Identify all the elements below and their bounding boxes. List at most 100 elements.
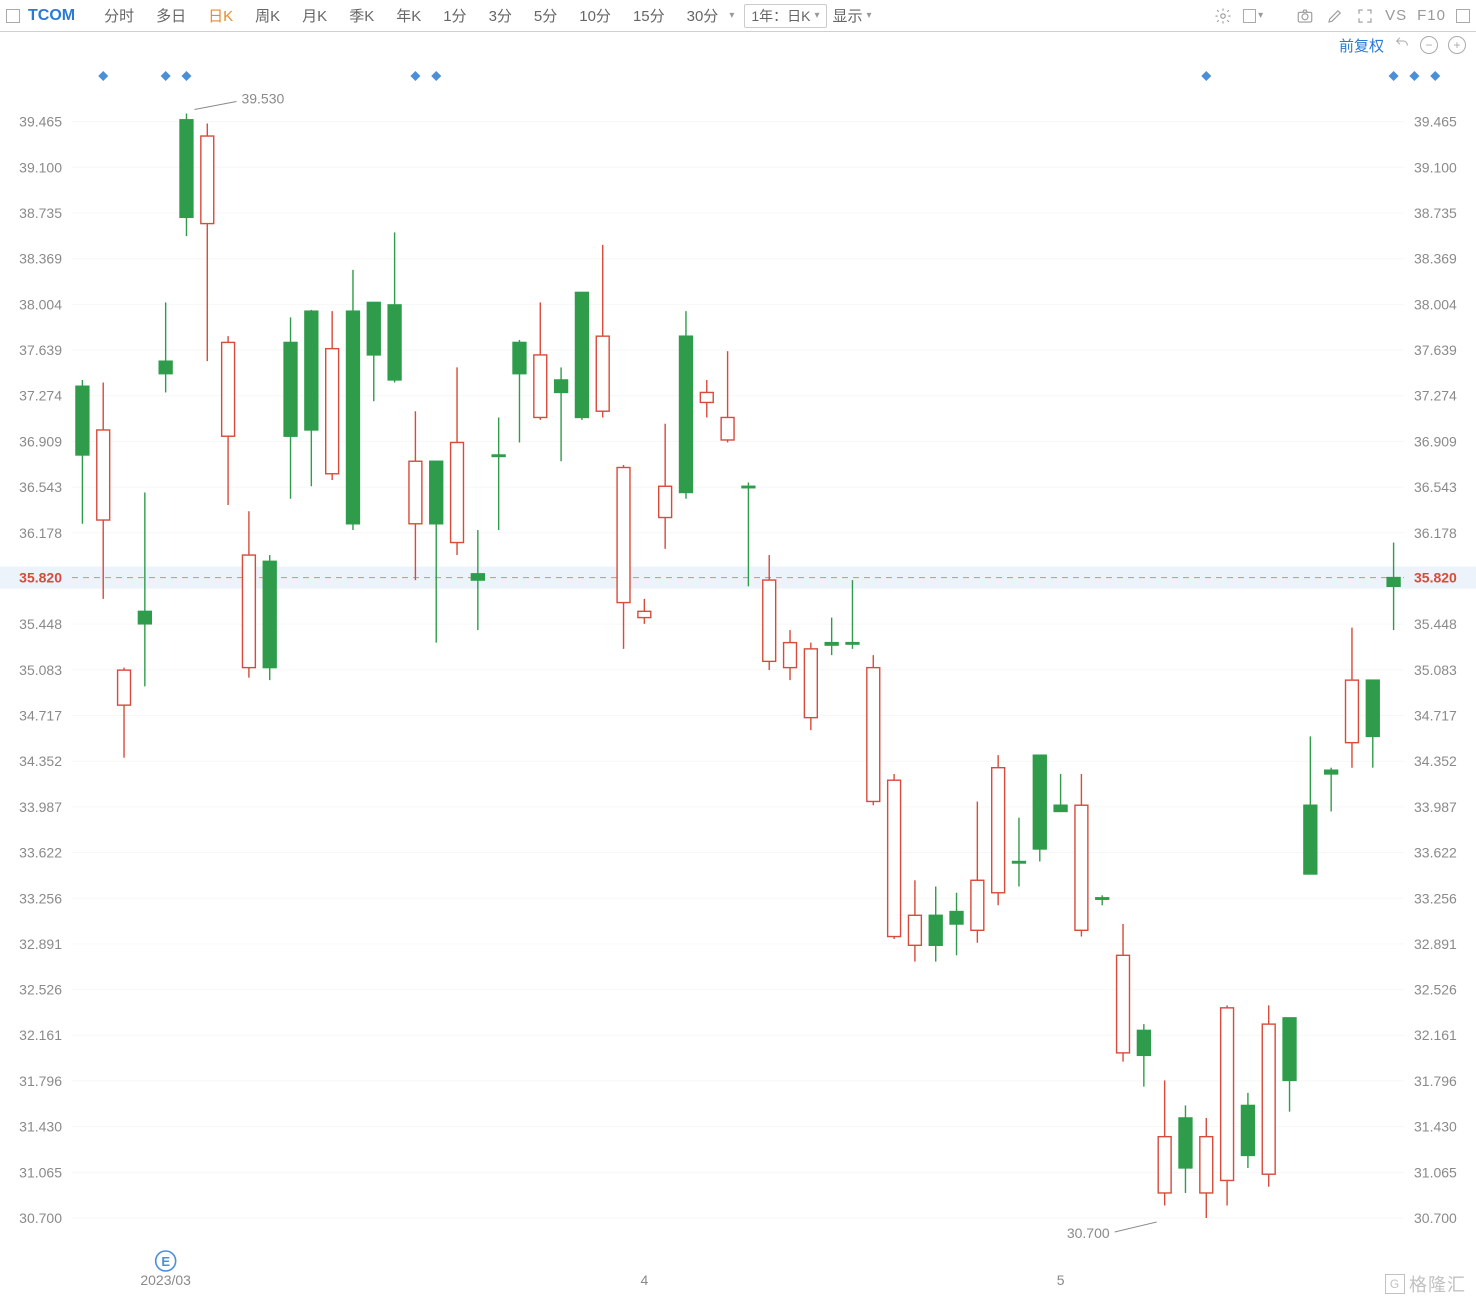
timeframe-tab[interactable]: 5分 [534, 8, 557, 25]
undo-icon[interactable] [1394, 35, 1410, 55]
svg-text:38.735: 38.735 [19, 205, 62, 221]
timeframe-tab[interactable]: 月K [302, 8, 327, 25]
f10-label[interactable]: F10 [1417, 7, 1446, 24]
toolbar-left: TCOM 分时 多日 日K 周K 月K 季K 年K 1分 3分 5分 10分 15分 30分 ▾ 1年：… [6, 4, 872, 28]
display-dropdown-label: 显示 [833, 5, 863, 26]
svg-text:E: E [161, 1254, 170, 1269]
svg-text:32.161: 32.161 [1414, 1027, 1457, 1043]
svg-text:34.352: 34.352 [19, 753, 62, 769]
svg-text:30.700: 30.700 [1067, 1225, 1110, 1241]
pencil-icon[interactable] [1325, 6, 1345, 26]
svg-text:31.065: 31.065 [19, 1164, 62, 1180]
watermark: G 格隆汇 [1385, 1271, 1466, 1297]
svg-text:5: 5 [1057, 1272, 1065, 1288]
svg-text:2023/03: 2023/03 [140, 1272, 191, 1288]
svg-text:35.083: 35.083 [1414, 662, 1457, 678]
range-dropdown[interactable]: 1年：日K ▾ [744, 4, 826, 28]
square-icon[interactable] [1456, 9, 1470, 23]
rect-dropdown-icon[interactable]: ▾ [1243, 6, 1263, 26]
timeframe-tab[interactable]: 1分 [443, 8, 466, 25]
ticker-symbol[interactable]: TCOM [28, 7, 75, 25]
svg-text:35.083: 35.083 [19, 662, 62, 678]
svg-text:31.065: 31.065 [1414, 1164, 1457, 1180]
svg-text:38.735: 38.735 [1414, 205, 1457, 221]
svg-text:38.004: 38.004 [1414, 296, 1457, 312]
timeframe-tab[interactable]: 3分 [489, 8, 512, 25]
svg-text:38.369: 38.369 [19, 251, 62, 267]
chevron-down-icon: ▾ [814, 10, 819, 21]
watermark-text: 格隆汇 [1409, 1271, 1466, 1297]
svg-text:30.700: 30.700 [19, 1210, 62, 1226]
svg-text:36.178: 36.178 [1414, 525, 1457, 541]
svg-text:4: 4 [640, 1272, 648, 1288]
svg-text:30.700: 30.700 [1414, 1210, 1457, 1226]
minus-icon[interactable]: − [1420, 36, 1438, 54]
camera-icon[interactable] [1295, 6, 1315, 26]
svg-text:37.639: 37.639 [19, 342, 62, 358]
plus-icon[interactable]: + [1448, 36, 1466, 54]
price-adjust-button[interactable]: 前复权 [1339, 35, 1384, 56]
chevron-down-icon: ▾ [867, 10, 872, 21]
svg-text:35.820: 35.820 [19, 570, 62, 586]
svg-text:35.820: 35.820 [1414, 570, 1457, 586]
timeframe-tab[interactable]: 年K [396, 8, 421, 25]
toolbar-right: ▾ VS F10 [1213, 6, 1470, 26]
svg-text:34.717: 34.717 [1414, 708, 1457, 724]
svg-text:37.274: 37.274 [19, 388, 62, 404]
svg-text:33.622: 33.622 [19, 844, 62, 860]
svg-text:31.796: 31.796 [19, 1073, 62, 1089]
svg-text:39.465: 39.465 [19, 114, 62, 130]
svg-text:33.622: 33.622 [1414, 844, 1457, 860]
svg-text:39.100: 39.100 [19, 159, 62, 175]
svg-text:39.100: 39.100 [1414, 159, 1457, 175]
svg-text:37.639: 37.639 [1414, 342, 1457, 358]
vs-label[interactable]: VS [1385, 7, 1407, 24]
fullscreen-icon[interactable] [1355, 6, 1375, 26]
timeframe-tab[interactable]: 30分 [687, 8, 719, 25]
chart-area[interactable]: 39.465 39.465 39.100 39.100 38.735 38.735 38.3… [0, 58, 1476, 1303]
timeframe-tab[interactable]: 日K [208, 8, 233, 25]
timeframe-tab[interactable]: 季K [349, 8, 374, 25]
timeframe-tab[interactable]: 15分 [633, 8, 665, 25]
svg-text:31.796: 31.796 [1414, 1073, 1457, 1089]
range-dropdown-label: 1年：日K [751, 6, 810, 26]
svg-text:38.004: 38.004 [19, 296, 62, 312]
display-dropdown[interactable]: 显示 ▾ [833, 5, 872, 26]
svg-text:32.161: 32.161 [19, 1027, 62, 1043]
svg-text:37.274: 37.274 [1414, 388, 1457, 404]
svg-text:31.430: 31.430 [19, 1119, 62, 1135]
svg-text:36.178: 36.178 [19, 525, 62, 541]
svg-text:35.448: 35.448 [19, 616, 62, 632]
svg-text:34.717: 34.717 [19, 708, 62, 724]
svg-text:31.430: 31.430 [1414, 1119, 1457, 1135]
timeframe-tab[interactable]: 周K [255, 8, 280, 25]
candlestick-chart[interactable]: 39.465 39.465 39.100 39.100 38.735 38.735 38.3… [0, 58, 1476, 1303]
toolbar: TCOM 分时 多日 日K 周K 月K 季K 年K 1分 3分 5分 10分 15分 30分 ▾ 1年：… [0, 0, 1476, 32]
timeframe-tab[interactable]: 10分 [579, 8, 611, 25]
svg-text:35.448: 35.448 [1414, 616, 1457, 632]
svg-text:32.891: 32.891 [1414, 936, 1457, 952]
svg-text:36.543: 36.543 [19, 479, 62, 495]
chevron-down-icon[interactable]: ▾ [729, 10, 734, 21]
svg-text:38.369: 38.369 [1414, 251, 1457, 267]
svg-text:39.465: 39.465 [1414, 114, 1457, 130]
svg-text:34.352: 34.352 [1414, 753, 1457, 769]
timeframe-tabs: 分时 多日 日K 周K 月K 季K 年K 1分 3分 5分 10分 15分 30分 [93, 5, 729, 26]
svg-text:32.891: 32.891 [19, 936, 62, 952]
timeframe-tab[interactable]: 多日 [156, 8, 186, 25]
svg-text:33.256: 33.256 [1414, 890, 1457, 906]
svg-text:36.909: 36.909 [1414, 433, 1457, 449]
svg-text:32.526: 32.526 [19, 982, 62, 998]
svg-text:33.256: 33.256 [19, 890, 62, 906]
svg-text:32.526: 32.526 [1414, 982, 1457, 998]
gear-icon[interactable] [1213, 6, 1233, 26]
svg-text:36.543: 36.543 [1414, 479, 1457, 495]
timeframe-tab[interactable]: 分时 [104, 8, 134, 25]
svg-text:33.987: 33.987 [1414, 799, 1457, 815]
watermark-icon: G [1385, 1274, 1405, 1294]
svg-text:39.530: 39.530 [241, 91, 284, 107]
subbar: 前复权 − + [0, 32, 1476, 58]
select-checkbox[interactable] [6, 9, 20, 23]
svg-text:33.987: 33.987 [19, 799, 62, 815]
svg-text:36.909: 36.909 [19, 433, 62, 449]
